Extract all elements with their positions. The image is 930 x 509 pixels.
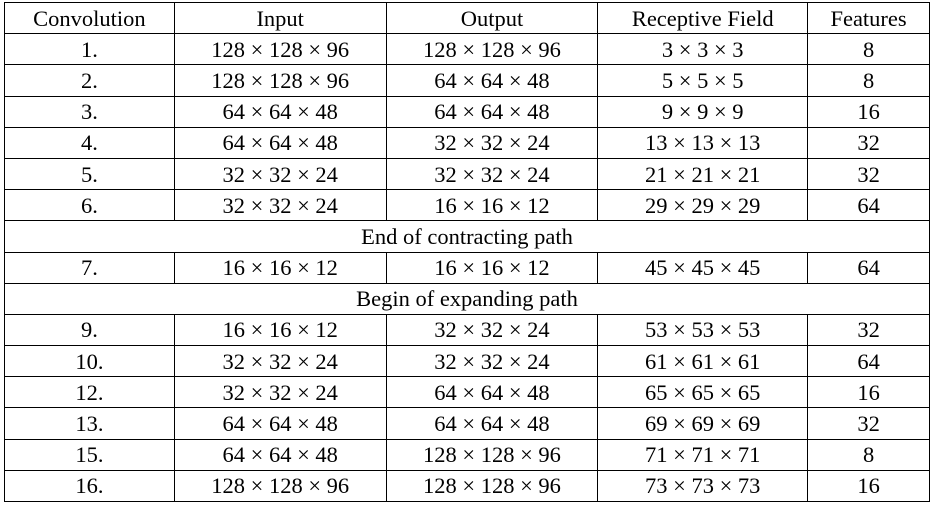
cell-convolution: 13.: [4, 407, 175, 440]
cell-receptive-field: 3 × 3 × 3: [597, 33, 809, 66]
table-row: 12. 32 × 32 × 24 64 × 64 × 48 65 × 65 × 65 1…: [4, 376, 930, 409]
cell-convolution: 10.: [4, 345, 175, 378]
cell-convolution: 4.: [4, 126, 175, 159]
cell-output: 64 × 64 × 48: [385, 376, 599, 409]
cell-receptive-field: 21 × 21 × 21: [597, 157, 809, 191]
cell-output: 16 × 16 × 12: [385, 189, 599, 222]
cell-receptive-field: 13 × 13 × 13: [597, 126, 809, 159]
cell-output: 128 × 128 × 96: [385, 438, 599, 471]
cell-receptive-field: 5 × 5 × 5: [597, 64, 809, 97]
cell-output: 128 × 128 × 96: [385, 33, 599, 66]
cell-features: 16: [807, 95, 930, 128]
table-body-expanding: 9. 16 × 16 × 12 32 × 32 × 24 53 × 53 × 53 32…: [4, 313, 930, 503]
cell-features: 16: [807, 469, 930, 503]
header-row: Convolution Input Output Receptive Field…: [4, 1, 930, 35]
table-row: 10. 32 × 32 × 24 32 × 32 × 24 61 × 61 × 61 6…: [4, 345, 930, 378]
table-row: 16. 128 × 128 × 96 128 × 128 × 96 73 × 73 ×…: [4, 469, 930, 503]
cell-output: 32 × 32 × 24: [385, 157, 599, 191]
cell-input: 64 × 64 × 48: [173, 95, 387, 128]
table-body-bottleneck: 7. 16 × 16 × 12 16 × 16 × 12 45 × 45 × 45 64: [4, 251, 930, 284]
header-input: Input: [173, 1, 387, 35]
cell-features: 16: [807, 376, 930, 409]
table-row: 13. 64 × 64 × 48 64 × 64 × 48 69 × 69 × 69 3…: [4, 407, 930, 440]
cell-input: 64 × 64 × 48: [173, 438, 387, 471]
cell-features: 8: [807, 33, 930, 66]
section-row: Begin of expanding path: [4, 282, 930, 315]
cell-input: 128 × 128 × 96: [173, 64, 387, 97]
cell-receptive-field: 29 × 29 × 29: [597, 189, 809, 222]
cell-input: 32 × 32 × 24: [173, 345, 387, 378]
cell-convolution: 1.: [4, 33, 175, 66]
cell-input: 64 × 64 × 48: [173, 126, 387, 159]
section-label-expanding: Begin of expanding path: [4, 282, 930, 315]
cell-input: 128 × 128 × 96: [173, 33, 387, 66]
cell-receptive-field: 45 × 45 × 45: [597, 251, 809, 284]
cell-input: 32 × 32 × 24: [173, 157, 387, 191]
cell-output: 128 × 128 × 96: [385, 469, 599, 503]
cell-output: 32 × 32 × 24: [385, 126, 599, 159]
cell-input: 128 × 128 × 96: [173, 469, 387, 503]
cell-convolution: 15.: [4, 438, 175, 471]
cell-receptive-field: 71 × 71 × 71: [597, 438, 809, 471]
cell-output: 64 × 64 × 48: [385, 407, 599, 440]
cell-features: 8: [807, 438, 930, 471]
table-row: 6. 32 × 32 × 24 16 × 16 × 12 29 × 29 × 29 64: [4, 189, 930, 222]
cell-output: 64 × 64 × 48: [385, 95, 599, 128]
table-row: 15. 64 × 64 × 48 128 × 128 × 96 71 × 71 × 7…: [4, 438, 930, 471]
cell-receptive-field: 53 × 53 × 53: [597, 313, 809, 347]
cell-receptive-field: 65 × 65 × 65: [597, 376, 809, 409]
cell-features: 8: [807, 64, 930, 97]
cell-features: 64: [807, 251, 930, 284]
section-label-contracting: End of contracting path: [4, 220, 930, 253]
header-receptive-field: Receptive Field: [597, 1, 809, 35]
cell-input: 16 × 16 × 12: [173, 313, 387, 347]
cell-input: 32 × 32 × 24: [173, 189, 387, 222]
cell-output: 32 × 32 × 24: [385, 313, 599, 347]
cell-receptive-field: 61 × 61 × 61: [597, 345, 809, 378]
cell-convolution: 5.: [4, 157, 175, 191]
cell-output: 16 × 16 × 12: [385, 251, 599, 284]
table-row: 9. 16 × 16 × 12 32 × 32 × 24 53 × 53 × 53 32: [4, 313, 930, 347]
cell-features: 64: [807, 345, 930, 378]
cell-output: 32 × 32 × 24: [385, 345, 599, 378]
cell-convolution: 12.: [4, 376, 175, 409]
table-row: 7. 16 × 16 × 12 16 × 16 × 12 45 × 45 × 45 64: [4, 251, 930, 284]
cell-receptive-field: 69 × 69 × 69: [597, 407, 809, 440]
cell-convolution: 6.: [4, 189, 175, 222]
cell-input: 16 × 16 × 12: [173, 251, 387, 284]
cell-features: 32: [807, 313, 930, 347]
cell-features: 32: [807, 157, 930, 191]
table-header: Convolution Input Output Receptive Field…: [4, 1, 930, 35]
cell-convolution: 7.: [4, 251, 175, 284]
table-row: 3. 64 × 64 × 48 64 × 64 × 48 9 × 9 × 9 16: [4, 95, 930, 128]
header-convolution: Convolution: [4, 1, 175, 35]
cell-receptive-field: 73 × 73 × 73: [597, 469, 809, 503]
table-row: 4. 64 × 64 × 48 32 × 32 × 24 13 × 13 × 13 32: [4, 126, 930, 159]
cell-receptive-field: 9 × 9 × 9: [597, 95, 809, 128]
table-container: Convolution Input Output Receptive Field…: [4, 1, 930, 503]
cell-convolution: 3.: [4, 95, 175, 128]
cell-output: 64 × 64 × 48: [385, 64, 599, 97]
header-output: Output: [385, 1, 599, 35]
table-row: 5. 32 × 32 × 24 32 × 32 × 24 21 × 21 × 21 32: [4, 157, 930, 191]
section-row: End of contracting path: [4, 220, 930, 253]
convolution-table: Convolution Input Output Receptive Field…: [4, 1, 930, 503]
cell-input: 32 × 32 × 24: [173, 376, 387, 409]
section-contracting: End of contracting path: [4, 220, 930, 253]
cell-features: 32: [807, 126, 930, 159]
cell-convolution: 2.: [4, 64, 175, 97]
cell-features: 32: [807, 407, 930, 440]
section-expanding: Begin of expanding path: [4, 282, 930, 315]
cell-input: 64 × 64 × 48: [173, 407, 387, 440]
header-features: Features: [807, 1, 930, 35]
cell-convolution: 9.: [4, 313, 175, 347]
cell-convolution: 16.: [4, 469, 175, 503]
cell-features: 64: [807, 189, 930, 222]
